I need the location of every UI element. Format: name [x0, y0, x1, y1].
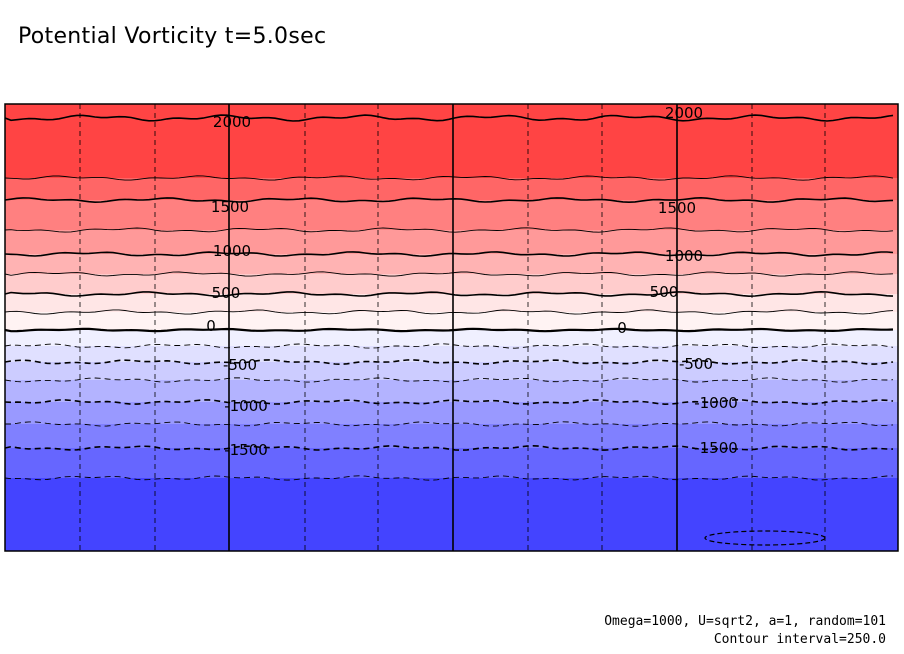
parameters-note: Omega=1000, U=sqrt2, a=1, random=101: [604, 614, 886, 629]
band--1250-to--1500: [5, 424, 898, 448]
contour-label: 500: [212, 284, 241, 302]
contour-1250: [4, 227, 894, 233]
band--750-to--1000: [5, 380, 898, 402]
contour-label: 2000: [213, 113, 251, 131]
contour-label: 1000: [665, 247, 703, 265]
contour-label: -1000: [694, 394, 738, 412]
band--250-to--500: [5, 346, 898, 362]
contour--250: [4, 343, 894, 349]
contour--1500: [4, 444, 894, 452]
contour-label: 1000: [213, 242, 251, 260]
contour-label: -1500: [694, 439, 738, 457]
band--1750-to--2250: [5, 478, 898, 551]
contour-0: [4, 327, 894, 333]
band--1500-to--1750: [5, 448, 898, 478]
band-750-to-500: [5, 274, 898, 294]
contour--1000: [4, 398, 894, 406]
contour-label: 2000: [665, 104, 703, 122]
band-1500-to-1250: [5, 200, 898, 230]
contour--750: [4, 377, 894, 383]
contour-label: 0: [617, 319, 627, 337]
band-0-to--250: [5, 330, 898, 346]
contour-label: -500: [223, 356, 257, 374]
contour-label: 500: [650, 283, 679, 301]
contour--1750: [4, 475, 894, 481]
band-2250-to-1750: [5, 104, 898, 178]
plot-frame: [4, 103, 899, 552]
contour-label: 0: [206, 317, 216, 335]
contour-1000: [4, 251, 894, 258]
band-1250-to-1000: [5, 230, 898, 254]
contour-500: [4, 290, 894, 298]
contour-label: -1500: [224, 441, 268, 459]
contour-1500: [4, 196, 894, 204]
contour-1750: [4, 175, 894, 181]
contour-label: 1500: [658, 199, 696, 217]
band--1000-to--1250: [5, 402, 898, 424]
contour-label: 1500: [211, 198, 249, 216]
contour-labels: 2000 2000 1500 1500 1000 1000 500 500 0 0 -500 -500…: [206, 104, 738, 459]
contour-interval-note: Contour interval=250.0: [713, 632, 886, 647]
band-500-to-250: [5, 294, 898, 312]
contour-label: -1000: [224, 397, 268, 415]
band-250-to-0: [5, 312, 898, 330]
band-1750-to-1500: [5, 178, 898, 200]
contour-closed-negative: [704, 530, 826, 546]
color-bands: [5, 104, 898, 551]
chart-title: Potential Vorticity t=5.0sec: [18, 24, 327, 49]
contour--500: [4, 359, 894, 366]
band-1000-to-750: [5, 254, 898, 274]
contour-label: -500: [679, 355, 713, 373]
contour-2000: [4, 114, 894, 122]
contour-750: [4, 271, 894, 277]
band--500-to--750: [5, 362, 898, 380]
contour--1250: [5, 421, 894, 427]
contour-250: [4, 309, 894, 315]
contour-lines: [4, 114, 894, 546]
